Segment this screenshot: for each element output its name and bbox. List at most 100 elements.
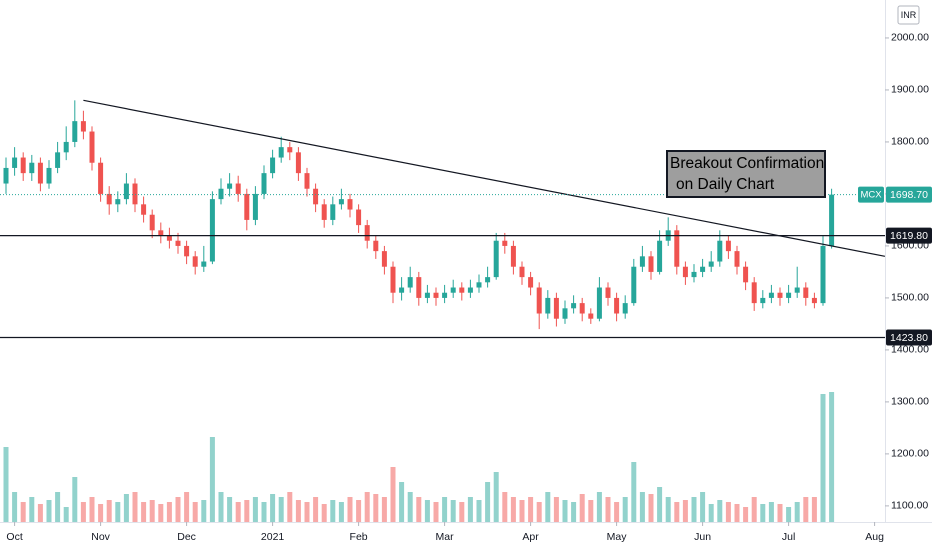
candle-body bbox=[734, 251, 740, 267]
volume-bar bbox=[416, 497, 422, 522]
level-label: 1619.80 bbox=[890, 230, 928, 242]
candle-body bbox=[476, 282, 482, 288]
volume-bar bbox=[459, 502, 465, 522]
candle-body bbox=[227, 183, 233, 189]
candle-body bbox=[502, 240, 508, 246]
volume-bar bbox=[72, 477, 78, 522]
volume-bar bbox=[648, 494, 654, 522]
currency-badge[interactable] bbox=[897, 5, 920, 25]
candle-body bbox=[596, 287, 602, 319]
candle-body bbox=[72, 121, 78, 142]
candle-body bbox=[424, 292, 430, 298]
candle-body bbox=[743, 266, 749, 283]
candle-body bbox=[648, 256, 654, 272]
volume-bar bbox=[80, 502, 86, 522]
volume-bar bbox=[37, 504, 43, 522]
x-tick-label: Feb bbox=[350, 531, 368, 543]
candle-body bbox=[485, 277, 491, 283]
candle-body bbox=[657, 240, 663, 272]
candle-body bbox=[98, 162, 104, 194]
volume-bar bbox=[562, 500, 568, 522]
currency: INR bbox=[901, 10, 917, 20]
candle-body bbox=[338, 199, 344, 205]
volume-bar bbox=[244, 500, 250, 522]
candle-body bbox=[450, 287, 456, 293]
candle-body bbox=[12, 157, 18, 168]
volume-bar bbox=[295, 500, 301, 522]
candle-body bbox=[270, 157, 276, 174]
candle-body bbox=[106, 193, 112, 205]
volume-bar bbox=[270, 494, 276, 522]
candle-body bbox=[37, 162, 43, 184]
candle-body bbox=[55, 152, 61, 168]
candle-body bbox=[184, 245, 190, 257]
candle-body bbox=[811, 297, 817, 304]
volume-bar bbox=[166, 502, 172, 522]
volume-bar bbox=[424, 500, 430, 522]
candle-body bbox=[433, 292, 439, 298]
volume-bar bbox=[184, 492, 190, 522]
candle-body bbox=[287, 147, 293, 153]
candle-body bbox=[562, 308, 568, 319]
volume-bar bbox=[708, 504, 714, 522]
volume-bar bbox=[768, 502, 774, 522]
volume-bar bbox=[743, 507, 749, 522]
volume-bar bbox=[390, 467, 396, 522]
candle-body bbox=[149, 214, 155, 231]
volume-bar bbox=[700, 492, 706, 522]
volume-bar bbox=[399, 482, 405, 522]
candle-body bbox=[356, 209, 362, 226]
volume-bar bbox=[588, 500, 594, 522]
candle-body bbox=[330, 204, 336, 220]
volume-bar bbox=[132, 492, 138, 522]
candle-body bbox=[115, 199, 121, 205]
candle-body bbox=[631, 266, 637, 304]
x-tick-label: Apr bbox=[522, 531, 539, 543]
candle-body bbox=[321, 204, 327, 220]
volume-bar bbox=[433, 502, 439, 522]
candle-body bbox=[579, 303, 585, 314]
level-label-box bbox=[886, 329, 932, 346]
candle-body bbox=[381, 251, 387, 267]
volume-bar bbox=[287, 492, 293, 522]
candle-body bbox=[347, 199, 353, 210]
volume-bar bbox=[751, 497, 757, 522]
candle-body bbox=[313, 188, 319, 205]
volume-bar bbox=[510, 497, 516, 522]
volume-bar bbox=[123, 494, 129, 522]
volume-bar bbox=[596, 492, 602, 522]
candle-body bbox=[803, 287, 809, 298]
volume-bar bbox=[493, 472, 499, 522]
volume-bar bbox=[605, 497, 611, 522]
volume-bar bbox=[89, 497, 95, 522]
candle-body bbox=[622, 303, 628, 314]
candle-body bbox=[304, 173, 310, 189]
candle-body bbox=[717, 240, 723, 262]
candle-body bbox=[639, 256, 645, 267]
candle-body bbox=[614, 297, 620, 314]
volume-bar bbox=[115, 502, 121, 522]
volume-bar bbox=[803, 497, 809, 522]
volume-bar bbox=[29, 497, 35, 522]
volume-bar bbox=[46, 500, 52, 522]
candle-body bbox=[829, 194, 835, 246]
candle-body bbox=[700, 266, 706, 272]
volume-bar bbox=[553, 497, 559, 522]
x-tick-label: Dec bbox=[177, 531, 196, 543]
volume-bar bbox=[467, 497, 473, 522]
candle-body bbox=[166, 235, 172, 241]
candle-body bbox=[29, 162, 35, 174]
x-tick-label: Mar bbox=[436, 531, 455, 543]
volume-bar bbox=[356, 500, 362, 522]
symbol-box bbox=[858, 186, 884, 203]
candle-body bbox=[708, 261, 714, 267]
candle-body bbox=[820, 245, 826, 304]
candle-body bbox=[777, 292, 783, 298]
candle-body bbox=[588, 313, 594, 319]
x-tick-label: Jun bbox=[694, 531, 711, 543]
candle-body bbox=[528, 277, 534, 288]
volume-bar bbox=[321, 504, 327, 522]
candle-body bbox=[63, 141, 69, 153]
